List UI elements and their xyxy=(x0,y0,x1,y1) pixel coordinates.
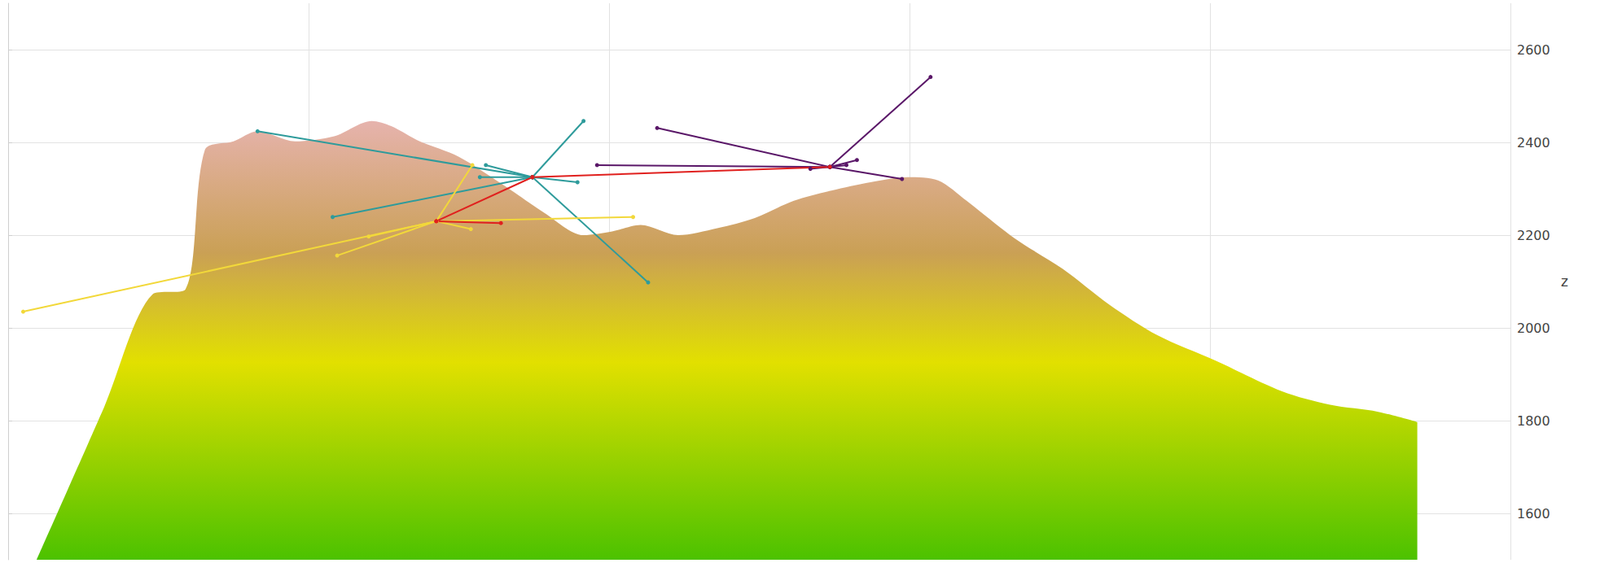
svg-text:z: z xyxy=(1560,273,1569,290)
svg-text:1800: 1800 xyxy=(1516,413,1551,430)
svg-text:1600: 1600 xyxy=(1516,506,1551,522)
svg-text:2200: 2200 xyxy=(1516,227,1551,244)
svg-text:2000: 2000 xyxy=(1516,320,1551,337)
svg-text:2400: 2400 xyxy=(1516,135,1551,151)
svg-text:2600: 2600 xyxy=(1516,42,1551,58)
